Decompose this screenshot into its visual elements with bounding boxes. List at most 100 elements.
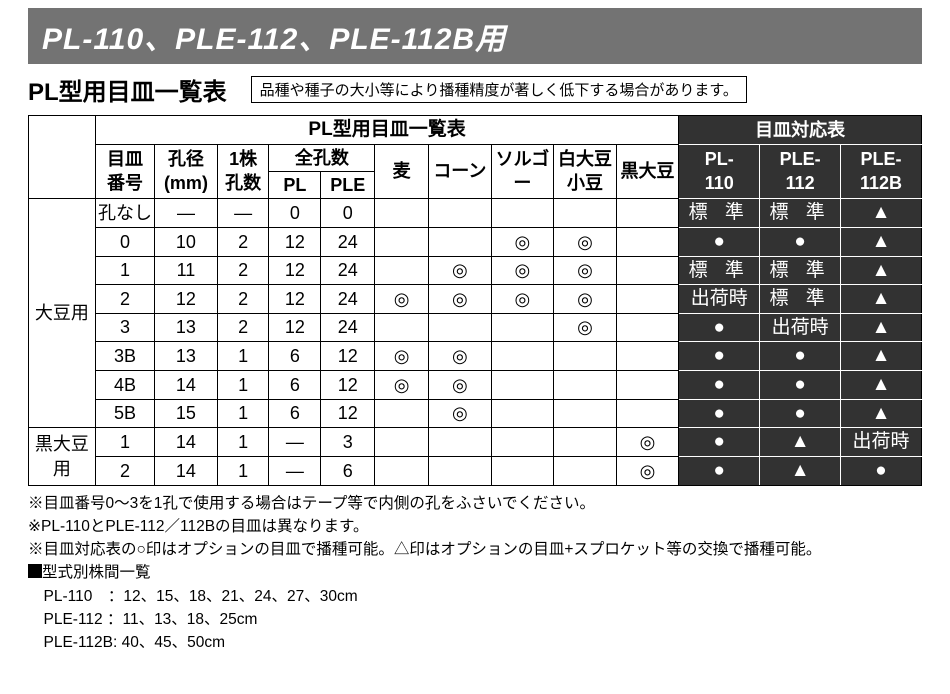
table-row: 01021224◎◎●●▲ [29,227,922,256]
cell-c2: ● [760,342,841,371]
cell-ws: ◎ [554,285,617,314]
table-row: 5B151612◎●●▲ [29,399,922,428]
cell-no: 3 [95,313,154,342]
cell-pk: 2 [217,313,269,342]
cell-dia: 11 [155,256,218,285]
cell-dia: 14 [155,428,218,457]
cell-ple: 12 [321,371,375,400]
cell-no: 2 [95,285,154,314]
cell-bs: ◎ [616,457,679,486]
footnotes: ※目皿番号0～3を1孔で使用する場合はテープ等で内側の孔をふさいでください。 ※… [28,492,922,655]
cell-cn [429,227,492,256]
cell-c2: ▲ [760,457,841,486]
cell-sg [491,371,554,400]
cell-ple: 12 [321,399,375,428]
cell-sg [491,457,554,486]
cell-wh [375,399,429,428]
cell-pl: 12 [269,256,321,285]
cell-ple: 24 [321,285,375,314]
table-row: 2141―6◎●▲● [29,457,922,486]
cell-c2: ● [760,227,841,256]
cell-ple: 6 [321,457,375,486]
cell-c3: ▲ [841,371,922,400]
cell-c2: 出荷時 [760,313,841,342]
cell-c1: 出荷時 [679,285,760,314]
cell-pk: 2 [217,227,269,256]
cell-c3: ▲ [841,285,922,314]
col-holes-per: 1株 孔数 [217,144,269,199]
cell-pl: 0 [269,199,321,228]
cell-sg [491,313,554,342]
model-banner: PL-110、PLE-112、PLE-112B用 [28,8,922,64]
cell-pl: ― [269,428,321,457]
cell-pl: 12 [269,285,321,314]
cell-c1: ● [679,371,760,400]
cell-pl: 6 [269,371,321,400]
cell-ws [554,428,617,457]
cell-sg [491,399,554,428]
cell-no: 1 [95,256,154,285]
cell-c3: ● [841,457,922,486]
cell-pk: 1 [217,371,269,400]
footnote-1: ※目皿番号0～3を1孔で使用する場合はテープ等で内側の孔をふさいでください。 [28,492,922,515]
cell-sg [491,342,554,371]
cell-c2: 標 準 [760,199,841,228]
cell-c3: ▲ [841,342,922,371]
cell-wh [375,256,429,285]
cell-ws: ◎ [554,256,617,285]
cell-dia: 10 [155,227,218,256]
cell-no: 4B [95,371,154,400]
cell-pk: 1 [217,457,269,486]
cell-no: 2 [95,457,154,486]
cell-sg [491,199,554,228]
cell-pk: ― [217,199,269,228]
cell-cn: ◎ [429,371,492,400]
col-pl110: PL- 110 [679,144,760,199]
cell-ple: 3 [321,428,375,457]
cell-no: 3B [95,342,154,371]
cell-c2: 標 準 [760,285,841,314]
footnote-4: 型式別株間一覧 [28,561,922,584]
cell-c2: ● [760,371,841,400]
subtitle: PL型用目皿一覧表 [28,72,227,107]
col-black-soy: 黒大豆 [616,144,679,199]
col-ple: PLE [321,171,375,198]
cell-bs [616,256,679,285]
cell-dia: 14 [155,457,218,486]
cell-wh: ◎ [375,371,429,400]
footnote-2: ※PL-110とPLE-112／112Bの目皿は異なります。 [28,515,922,538]
cell-pl: 12 [269,313,321,342]
cell-c1: ● [679,342,760,371]
category-soy: 大豆用 [29,199,96,428]
cell-ple: 24 [321,256,375,285]
cell-wh [375,313,429,342]
footnote-3: ※目皿対応表の○印はオプションの目皿で播種可能。△印はオプションの目皿+スプロケ… [28,538,922,561]
cell-c3: ▲ [841,313,922,342]
cell-bs [616,199,679,228]
cell-ws [554,457,617,486]
table-row: 31321224◎●出荷時▲ [29,313,922,342]
cell-ws: ◎ [554,227,617,256]
cell-ple: 0 [321,199,375,228]
cell-wh: ◎ [375,285,429,314]
cell-c3: ▲ [841,399,922,428]
cell-c1: ● [679,428,760,457]
cell-pk: 1 [217,428,269,457]
cell-cn [429,428,492,457]
footnote-6: PLE-112 ：11、13、18、25cm [28,608,922,631]
cell-sg: ◎ [491,227,554,256]
cell-pl: 12 [269,227,321,256]
header-left-group: PL型用目皿一覧表 [95,116,678,145]
footnote-5: PL-110 ：12、15、18、21、24、27、30cm [28,585,922,608]
cell-bs: ◎ [616,428,679,457]
cell-ple: 12 [321,342,375,371]
cell-c1: ● [679,399,760,428]
col-ple112: PLE- 112 [760,144,841,199]
cell-pk: 2 [217,285,269,314]
cell-c3: 出荷時 [841,428,922,457]
cell-cn [429,457,492,486]
col-ple112b: PLE- 112B [841,144,922,199]
table-row: 大豆用孔なし――00標 準標 準▲ [29,199,922,228]
cell-c3: ▲ [841,227,922,256]
cell-pk: 2 [217,256,269,285]
